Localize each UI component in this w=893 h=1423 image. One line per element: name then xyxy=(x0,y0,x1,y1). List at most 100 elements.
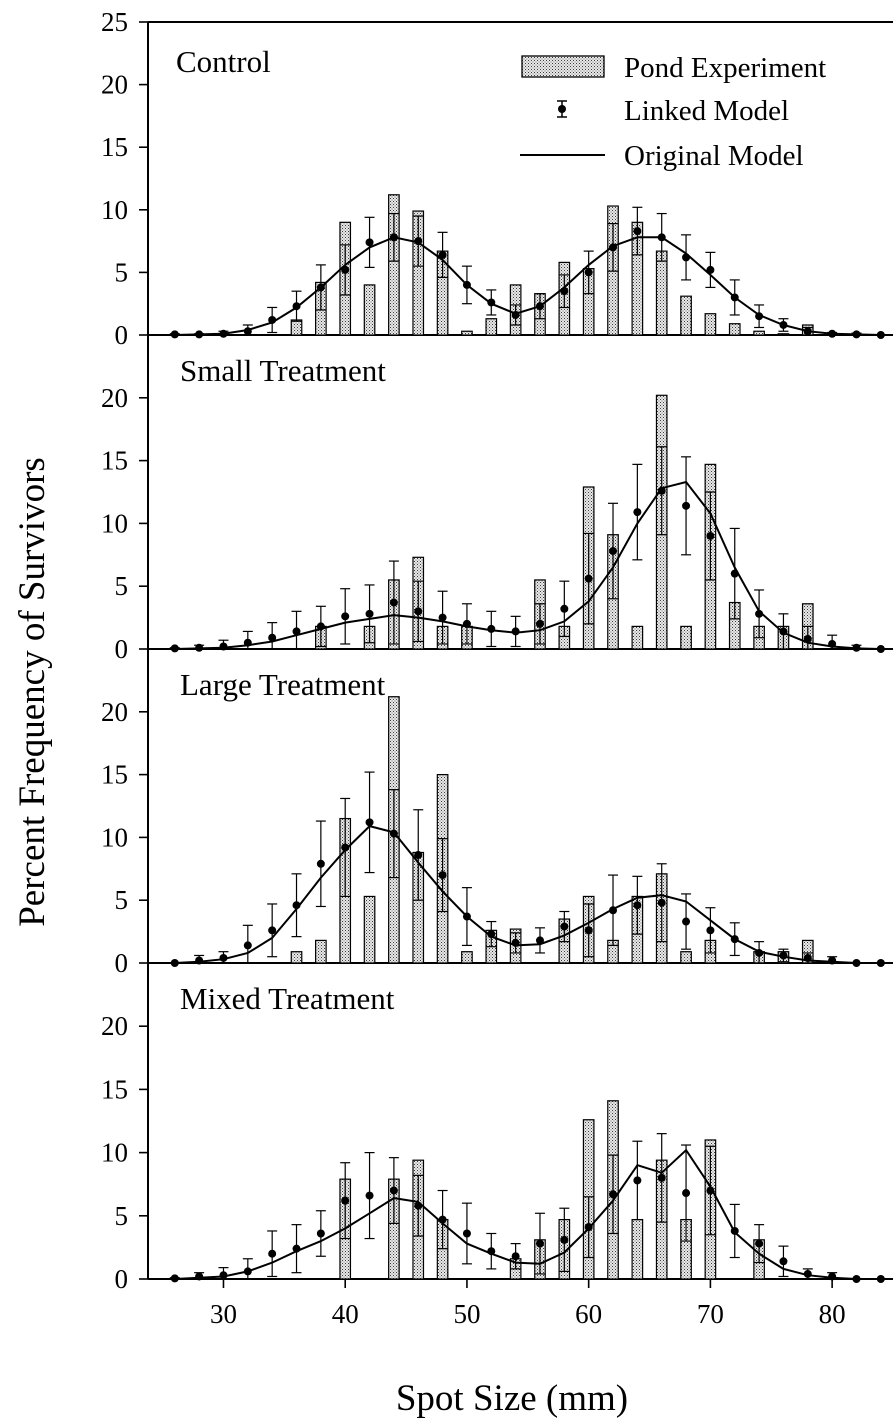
linked-model-dot xyxy=(219,1271,228,1280)
linked-model-dot xyxy=(316,859,325,868)
linked-model-dot xyxy=(609,906,618,915)
original-model-line xyxy=(174,236,881,336)
linked-model-point xyxy=(876,331,885,339)
linked-model-point xyxy=(559,580,570,638)
y-tick-label: 10 xyxy=(101,1138,128,1168)
linked-model-dot xyxy=(462,912,471,921)
linked-model-point xyxy=(778,613,789,650)
linked-model-point xyxy=(461,603,472,645)
pond-bar xyxy=(290,319,303,336)
linked-model-dot xyxy=(511,310,520,319)
linked-model-point xyxy=(194,330,205,339)
pond-bar xyxy=(363,284,376,336)
linked-model-point xyxy=(656,863,667,943)
y-tick-label: 5 xyxy=(115,1201,129,1231)
linked-model-dot xyxy=(462,280,471,289)
y-tick-label: 5 xyxy=(115,571,129,601)
linked-model-point xyxy=(413,1174,424,1237)
linked-model-point xyxy=(340,797,351,898)
panel-title: Small Treatment xyxy=(180,353,386,388)
linked-model-dot xyxy=(535,1239,544,1248)
linked-model-point xyxy=(802,625,813,650)
linked-model-dot xyxy=(584,574,593,583)
linked-model-dot xyxy=(828,639,837,648)
linked-model-dot xyxy=(828,329,837,338)
linked-model-dot xyxy=(633,1176,642,1185)
linked-model-dot xyxy=(779,951,788,960)
linked-model-point xyxy=(852,1275,861,1283)
linked-model-point xyxy=(583,250,594,295)
linked-model-point xyxy=(340,588,351,645)
linked-model-dot xyxy=(852,330,861,339)
linked-model-point xyxy=(315,264,326,311)
linked-model-point xyxy=(827,956,838,965)
y-tick-label: 10 xyxy=(101,822,128,852)
linked-model-point xyxy=(681,1144,692,1242)
pond-bar xyxy=(412,210,425,336)
pond-bar xyxy=(461,330,473,336)
y-tick-label: 5 xyxy=(115,885,129,915)
linked-model-dot xyxy=(828,956,837,965)
linked-model-point xyxy=(242,1258,253,1280)
linked-model-dot xyxy=(389,233,398,242)
linked-model-dot xyxy=(657,898,666,907)
linked-model-dot xyxy=(535,302,544,311)
linked-model-dot xyxy=(243,327,252,336)
linked-model-point xyxy=(583,1196,594,1259)
pond-bar xyxy=(461,951,473,964)
linked-model-point xyxy=(340,244,351,296)
linked-model-point xyxy=(851,643,862,652)
linked-model-dot xyxy=(535,619,544,628)
legend: Pond Experiment Linked Model Original Mo… xyxy=(520,52,826,172)
linked-model-dot xyxy=(219,329,228,338)
pond-bar xyxy=(753,330,765,336)
linked-model-dot xyxy=(657,233,666,242)
linked-model-dot xyxy=(414,237,423,246)
linked-model-dot xyxy=(706,926,715,935)
linked-model-point xyxy=(169,644,180,653)
linked-model-dot xyxy=(268,1249,277,1258)
y-axis-title: Percent Frequency of Survivors xyxy=(12,457,53,927)
linked-model-point xyxy=(437,590,448,645)
linked-model-dot xyxy=(755,312,764,321)
linked-model-point xyxy=(242,924,253,964)
linked-model-dot xyxy=(316,283,325,292)
linked-model-dot xyxy=(219,642,228,651)
linked-model-point xyxy=(194,1272,205,1281)
linked-model-dot xyxy=(633,901,642,910)
linked-model-dot xyxy=(438,613,447,622)
linked-model-point xyxy=(267,306,278,334)
linked-model-point xyxy=(194,954,205,965)
linked-model-dot xyxy=(195,956,204,965)
y-tick-label: 15 xyxy=(101,760,128,790)
linked-model-point xyxy=(729,279,740,316)
linked-model-point xyxy=(705,251,716,289)
original-model-line xyxy=(174,1148,881,1280)
pond-bar xyxy=(777,333,790,336)
linked-model-point xyxy=(315,820,326,908)
linked-model-dot xyxy=(462,1229,471,1238)
linked-model-point xyxy=(413,809,424,901)
linked-model-point xyxy=(608,502,619,600)
linked-model-point xyxy=(437,838,448,913)
linked-model-dot xyxy=(243,638,252,647)
linked-model-point xyxy=(315,605,326,648)
linked-model-point xyxy=(827,634,838,650)
linked-model-dot xyxy=(462,619,471,628)
linked-model-dot xyxy=(803,327,812,336)
linked-model-dot xyxy=(414,607,423,616)
y-tick-label: 20 xyxy=(101,697,128,727)
x-tick-label: 70 xyxy=(697,1299,724,1329)
linked-model-dot xyxy=(487,1247,496,1256)
linked-model-point xyxy=(729,527,740,620)
linked-model-dot xyxy=(170,644,179,653)
linked-model-point xyxy=(194,643,205,652)
linked-model-dot xyxy=(755,948,764,957)
y-tick-label: 0 xyxy=(115,320,129,350)
pond-bar xyxy=(315,939,327,964)
linked-model-point xyxy=(778,948,789,963)
linked-model-point xyxy=(656,1133,667,1223)
legend-linked-marker xyxy=(557,100,567,118)
linked-model-dot xyxy=(560,922,569,931)
linked-model-point xyxy=(534,927,545,954)
